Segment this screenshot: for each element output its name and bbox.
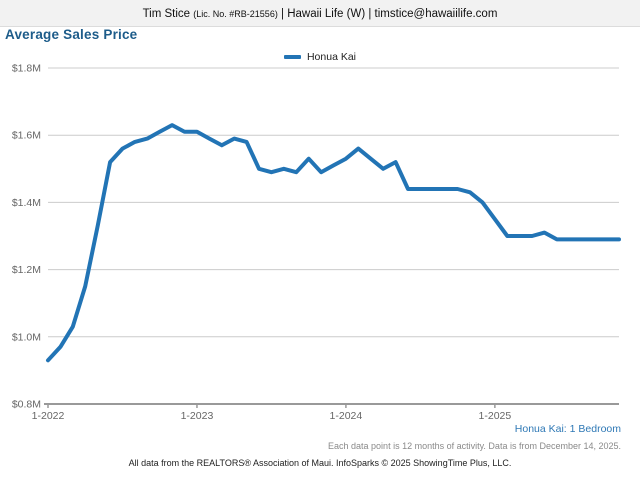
price-line-honua-kai[interactable] bbox=[46, 123, 621, 363]
legend-label: Honua Kai bbox=[306, 51, 357, 63]
legend-line-swatch-icon bbox=[283, 55, 301, 59]
y-axis-label: $0.8M bbox=[12, 399, 41, 411]
x-axis-label: 1-2025 bbox=[479, 410, 512, 422]
y-axis-label: $1.0M bbox=[12, 331, 41, 343]
page-title: Average Sales Price bbox=[5, 27, 138, 42]
data-note: Each data point is 12 months of activity… bbox=[328, 441, 621, 451]
header-bar: Tim Stice (Lic. No. #RB-21556) | Hawaii … bbox=[0, 0, 640, 27]
x-axis-label: 1-2023 bbox=[181, 410, 214, 422]
agent-name: Tim Stice bbox=[142, 8, 194, 20]
attribution-text: All data from the REALTORS® Association … bbox=[128, 458, 512, 468]
y-axis-label: $1.8M bbox=[12, 63, 41, 75]
series-note: Honua Kai: 1 Bedroom bbox=[514, 423, 621, 435]
y-axis-label: $1.2M bbox=[12, 264, 41, 276]
y-axis-label: $1.6M bbox=[12, 130, 41, 142]
x-axis-label: 1-2022 bbox=[32, 410, 65, 422]
legend: Honua Kai bbox=[0, 51, 640, 63]
agent-affiliation: | Hawaii Life (W) | timstice@hawaiilife.… bbox=[277, 8, 498, 20]
agent-license: (Lic. No. #RB-21556) bbox=[193, 9, 278, 19]
y-axis-label: $1.4M bbox=[12, 197, 41, 209]
x-axis-label: 1-2024 bbox=[330, 410, 363, 422]
